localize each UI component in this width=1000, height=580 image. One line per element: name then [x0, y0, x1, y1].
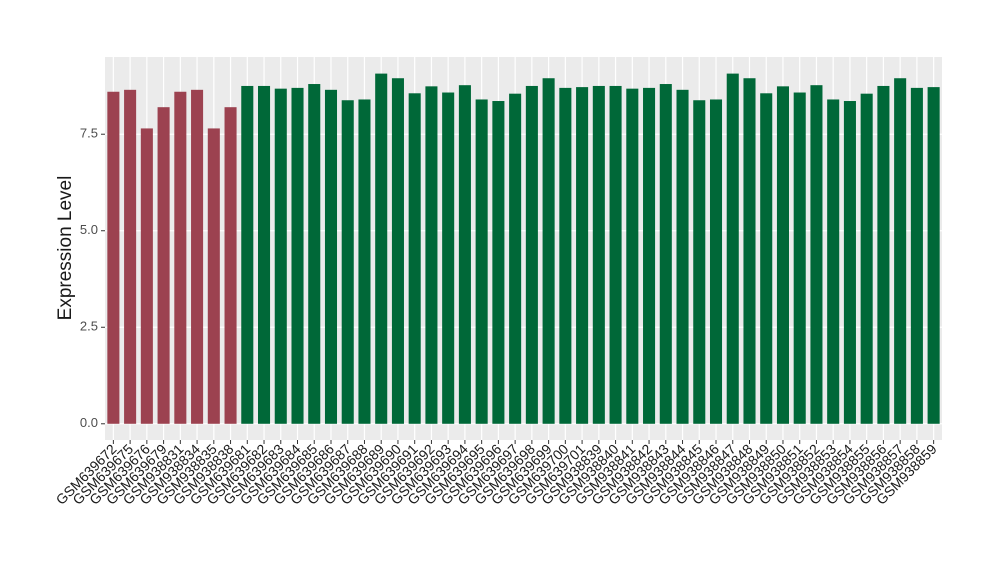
bar — [191, 89, 204, 424]
bar — [274, 88, 287, 424]
bar — [609, 85, 622, 424]
bar — [843, 101, 856, 424]
bar — [760, 93, 773, 424]
bar — [927, 87, 940, 424]
bar — [860, 93, 873, 424]
bar — [458, 85, 471, 424]
bar — [174, 91, 187, 424]
bar — [542, 78, 555, 424]
bar — [643, 87, 656, 424]
bar — [124, 89, 137, 424]
bar — [341, 100, 354, 424]
bar — [559, 87, 572, 424]
bar — [626, 88, 639, 424]
bar — [877, 85, 890, 424]
bar — [776, 86, 789, 424]
bar — [693, 100, 706, 424]
bar — [408, 93, 421, 424]
bar — [509, 93, 522, 424]
bar — [358, 99, 371, 424]
bar — [592, 85, 605, 424]
y-tick-label: 5.0 — [80, 222, 98, 237]
bar — [391, 78, 404, 424]
y-tick-label: 2.5 — [80, 319, 98, 334]
bar — [576, 87, 589, 424]
bar — [442, 92, 455, 424]
bar — [525, 85, 538, 424]
bar — [492, 101, 505, 424]
bar — [157, 107, 170, 424]
bar — [425, 86, 438, 424]
bar — [659, 84, 672, 424]
bar — [241, 85, 254, 424]
bar — [224, 107, 237, 424]
bar — [475, 99, 488, 424]
bar — [140, 128, 153, 424]
bar — [726, 73, 739, 424]
y-tick-label: 7.5 — [80, 126, 98, 141]
bar — [709, 99, 723, 424]
bar — [291, 87, 304, 424]
bar — [258, 85, 271, 424]
bar — [810, 85, 823, 424]
bar — [910, 87, 923, 424]
bar — [375, 73, 388, 424]
bar — [324, 89, 338, 424]
bar — [743, 78, 756, 424]
bar — [676, 89, 689, 424]
bar — [894, 78, 907, 424]
bar — [308, 84, 321, 424]
y-axis-title: Expression Level — [55, 176, 76, 321]
bar — [107, 91, 120, 424]
y-tick-label: 0.0 — [80, 415, 98, 430]
bar — [793, 92, 806, 424]
bar — [827, 99, 840, 424]
bar — [207, 128, 220, 424]
